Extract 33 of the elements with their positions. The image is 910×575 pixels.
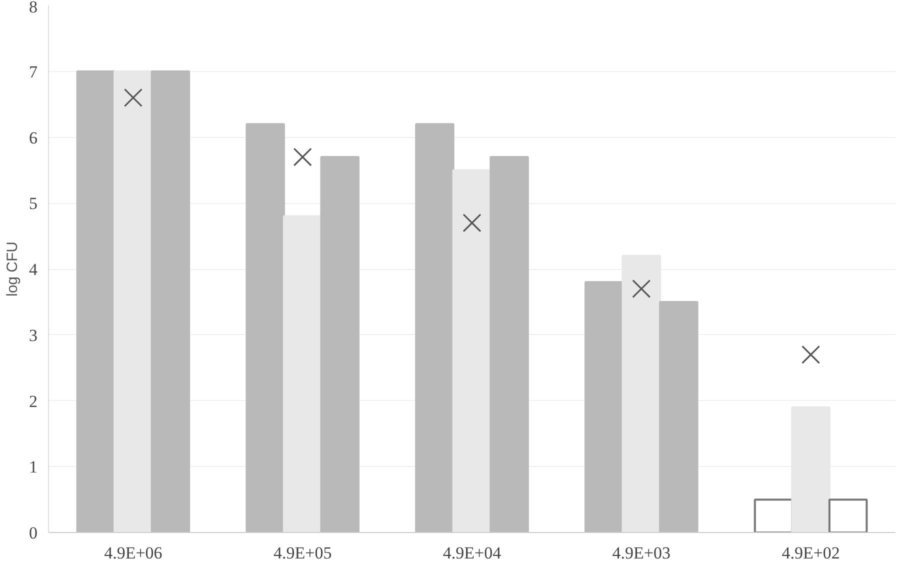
point	[632, 279, 651, 298]
bar	[114, 70, 153, 532]
x-tick-label: 4.9E+03	[612, 544, 671, 562]
y-tick-label: 2	[29, 392, 38, 411]
y-tick-label: 7	[29, 62, 38, 82]
point	[293, 148, 312, 166]
y-tick-label: 5	[29, 194, 38, 214]
bar	[490, 156, 529, 532]
bar	[659, 300, 698, 532]
point	[124, 88, 142, 108]
point	[802, 345, 820, 364]
y-tick-label: 8	[29, 0, 38, 16]
bar	[282, 215, 322, 532]
bar	[415, 123, 454, 532]
y-axis-title: log CFU	[4, 241, 21, 297]
bar	[320, 156, 360, 532]
y-tick-label: 3	[29, 326, 38, 345]
x-tick-label: 4.9E+05	[273, 544, 332, 562]
x-tick-label: 4.9E+06	[104, 544, 162, 562]
y-tick-label: 1	[29, 458, 38, 477]
bar	[452, 169, 492, 532]
bar	[246, 123, 285, 532]
y-tick-label: 4	[29, 260, 38, 279]
bar	[76, 70, 116, 532]
bar	[828, 498, 868, 532]
y-tick-label: 0	[29, 524, 38, 542]
point	[462, 214, 482, 232]
bar	[584, 281, 624, 532]
bar	[754, 498, 794, 532]
x-tick-label: 4.9E+02	[782, 544, 840, 562]
x-tick-label: 4.9E+04	[442, 544, 502, 562]
y-tick-label: 6	[29, 128, 38, 148]
bar	[150, 70, 190, 532]
